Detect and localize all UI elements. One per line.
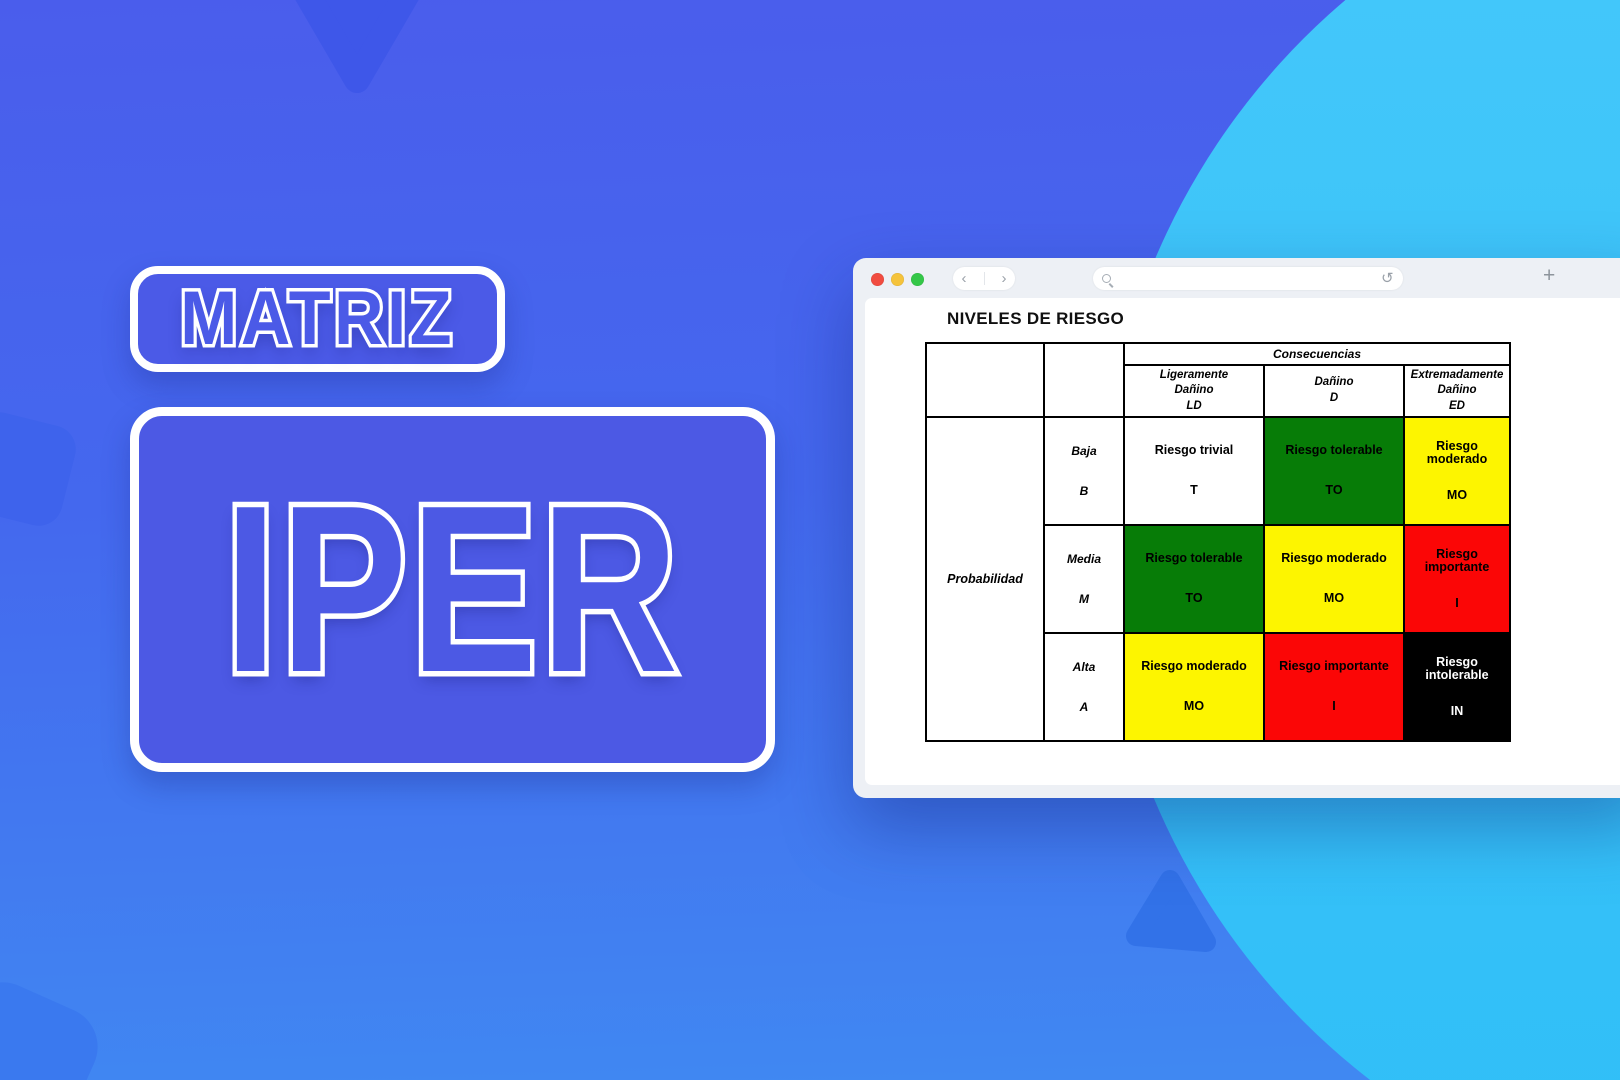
- browser-toolbar: ‹ › ↻ +: [853, 258, 1620, 298]
- address-bar[interactable]: ↻: [1093, 267, 1403, 290]
- corner-cell: [1045, 344, 1123, 416]
- reload-icon[interactable]: ↻: [1381, 270, 1394, 287]
- blob-decoration-bottom-left: [0, 969, 111, 1080]
- minimize-window-button[interactable]: [891, 273, 904, 286]
- row-header-baja: Baja B: [1045, 418, 1123, 524]
- matriz-text: MATRIZ MATRIZ: [177, 276, 455, 361]
- column-header-ld: Ligeramente Dañino LD: [1125, 366, 1263, 416]
- consequences-header: Consecuencias: [1125, 344, 1509, 364]
- browser-content: NIVELES DE RIESGO Consecuencias Ligerame…: [865, 298, 1620, 785]
- page-title: NIVELES DE RIESGO: [947, 309, 1125, 328]
- risk-cell-media-d: Riesgo moderado MO: [1265, 526, 1403, 632]
- risk-cell-baja-ed: Riesgo moderado MO: [1405, 418, 1509, 524]
- forward-button[interactable]: ›: [1001, 270, 1007, 287]
- matriz-badge: MATRIZ MATRIZ: [130, 266, 505, 372]
- risk-cell-media-ed: Riesgo importante I: [1405, 526, 1509, 632]
- risk-cell-alta-ld: Riesgo moderado MO: [1125, 634, 1263, 740]
- probability-header: Probabilidad: [927, 418, 1043, 740]
- search-icon: [1102, 274, 1111, 283]
- risk-cell-alta-d: Riesgo importante I: [1265, 634, 1403, 740]
- corner-cell: [927, 344, 1043, 416]
- risk-matrix-table: Consecuencias Ligeramente Dañino LD Dañi…: [925, 342, 1511, 742]
- browser-window: ‹ › ↻ + NIVELES DE RIESGO Consecuencias …: [853, 258, 1620, 798]
- triangle-decoration-bottom-right: [1126, 870, 1216, 952]
- column-header-d: Dañino D: [1265, 366, 1403, 416]
- nav-divider: [983, 272, 985, 285]
- iper-badge: IPER IPER: [130, 407, 775, 772]
- risk-cell-baja-d: Riesgo tolerable TO: [1265, 418, 1403, 524]
- column-header-ed: Extremadamente Dañino ED: [1405, 366, 1509, 416]
- zoom-window-button[interactable]: [911, 273, 924, 286]
- new-tab-button[interactable]: +: [1543, 264, 1556, 287]
- square-decoration-left: [0, 407, 81, 531]
- row-header-alta: Alta A: [1045, 634, 1123, 740]
- iper-text-outline: IPER: [220, 456, 683, 722]
- risk-cell-baja-ld: Riesgo trivial T: [1125, 418, 1263, 524]
- close-window-button[interactable]: [871, 273, 884, 286]
- nav-button-group: ‹ ›: [953, 267, 1015, 290]
- risk-cell-media-ld: Riesgo tolerable TO: [1125, 526, 1263, 632]
- risk-cell-alta-ed: Riesgo intolerable IN: [1405, 634, 1509, 740]
- matriz-text-outline: MATRIZ: [177, 276, 455, 361]
- triangle-decoration-top: [295, 0, 419, 93]
- back-button[interactable]: ‹: [961, 270, 967, 287]
- iper-text: IPER IPER: [220, 456, 683, 722]
- search-input[interactable]: [1111, 267, 1382, 290]
- row-header-media: Media M: [1045, 526, 1123, 632]
